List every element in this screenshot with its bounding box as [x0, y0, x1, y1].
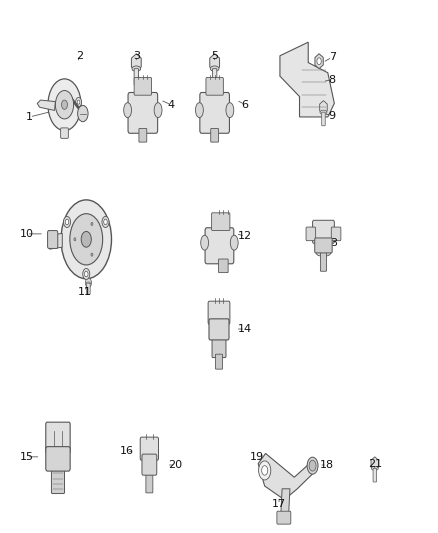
Ellipse shape	[307, 457, 318, 474]
Text: 11: 11	[78, 287, 92, 297]
FancyBboxPatch shape	[146, 471, 153, 493]
FancyBboxPatch shape	[209, 319, 229, 340]
FancyBboxPatch shape	[134, 77, 152, 95]
Text: 3: 3	[133, 51, 140, 61]
FancyBboxPatch shape	[306, 227, 316, 241]
FancyBboxPatch shape	[206, 77, 223, 95]
Polygon shape	[210, 54, 219, 71]
FancyBboxPatch shape	[219, 259, 228, 272]
Text: 2: 2	[76, 51, 83, 61]
Text: 8: 8	[328, 75, 336, 85]
Text: 4: 4	[168, 100, 175, 110]
Ellipse shape	[226, 103, 234, 118]
Polygon shape	[131, 54, 141, 71]
FancyBboxPatch shape	[215, 354, 223, 369]
Circle shape	[85, 271, 88, 277]
Ellipse shape	[316, 249, 331, 256]
FancyBboxPatch shape	[142, 454, 157, 475]
Polygon shape	[48, 233, 62, 249]
Ellipse shape	[195, 103, 203, 118]
Circle shape	[65, 219, 69, 225]
Circle shape	[64, 216, 71, 228]
FancyBboxPatch shape	[139, 128, 147, 142]
Text: 10: 10	[20, 229, 34, 239]
Text: 9: 9	[328, 110, 336, 120]
Text: 6: 6	[242, 100, 249, 110]
Circle shape	[83, 269, 90, 279]
Circle shape	[102, 216, 109, 228]
Ellipse shape	[210, 66, 219, 71]
Text: 14: 14	[238, 324, 252, 334]
Circle shape	[77, 100, 80, 104]
Text: 15: 15	[20, 452, 34, 462]
Circle shape	[78, 106, 88, 122]
Circle shape	[258, 461, 271, 480]
FancyBboxPatch shape	[48, 231, 58, 248]
FancyBboxPatch shape	[211, 128, 219, 142]
Ellipse shape	[371, 466, 378, 471]
Text: 19: 19	[250, 452, 265, 462]
Circle shape	[309, 460, 316, 471]
FancyBboxPatch shape	[373, 469, 377, 482]
Text: 5: 5	[211, 51, 218, 61]
FancyBboxPatch shape	[212, 69, 217, 85]
FancyBboxPatch shape	[321, 251, 326, 271]
Text: 13: 13	[325, 238, 339, 248]
FancyBboxPatch shape	[51, 466, 64, 494]
Circle shape	[81, 231, 91, 247]
Circle shape	[61, 200, 112, 279]
Text: 1: 1	[26, 112, 33, 122]
Circle shape	[70, 214, 102, 265]
Polygon shape	[37, 100, 55, 110]
Ellipse shape	[154, 103, 162, 118]
Text: 12: 12	[238, 231, 252, 241]
FancyBboxPatch shape	[331, 227, 341, 241]
Ellipse shape	[132, 66, 141, 71]
FancyBboxPatch shape	[60, 128, 68, 139]
FancyBboxPatch shape	[134, 69, 138, 85]
Text: 16: 16	[120, 447, 134, 456]
FancyBboxPatch shape	[315, 238, 332, 253]
Text: 20: 20	[169, 460, 183, 470]
FancyBboxPatch shape	[212, 213, 230, 230]
Ellipse shape	[230, 235, 238, 250]
Polygon shape	[315, 54, 323, 69]
FancyBboxPatch shape	[46, 422, 70, 454]
Ellipse shape	[201, 235, 208, 250]
Circle shape	[48, 79, 81, 131]
FancyBboxPatch shape	[313, 220, 334, 244]
Ellipse shape	[320, 110, 327, 114]
FancyBboxPatch shape	[200, 93, 230, 133]
FancyBboxPatch shape	[140, 437, 159, 460]
Circle shape	[91, 253, 93, 256]
FancyBboxPatch shape	[87, 282, 90, 294]
Circle shape	[91, 222, 93, 225]
Text: 17: 17	[272, 499, 286, 510]
Polygon shape	[371, 457, 378, 471]
Circle shape	[317, 58, 321, 64]
Text: 21: 21	[368, 458, 382, 469]
Circle shape	[85, 278, 92, 288]
Polygon shape	[320, 101, 327, 114]
Circle shape	[55, 91, 74, 119]
Text: 7: 7	[328, 52, 336, 62]
Circle shape	[61, 100, 67, 109]
Polygon shape	[280, 42, 334, 117]
Polygon shape	[281, 489, 290, 515]
Text: 18: 18	[320, 460, 334, 470]
FancyBboxPatch shape	[46, 447, 70, 471]
FancyBboxPatch shape	[277, 511, 291, 524]
FancyBboxPatch shape	[205, 228, 234, 264]
Circle shape	[261, 466, 268, 475]
Polygon shape	[258, 454, 316, 499]
Circle shape	[74, 238, 76, 241]
FancyBboxPatch shape	[208, 301, 230, 324]
FancyBboxPatch shape	[322, 112, 325, 126]
FancyBboxPatch shape	[212, 335, 226, 358]
Ellipse shape	[124, 103, 131, 118]
Circle shape	[104, 219, 107, 225]
FancyBboxPatch shape	[128, 93, 158, 133]
Circle shape	[76, 98, 81, 107]
